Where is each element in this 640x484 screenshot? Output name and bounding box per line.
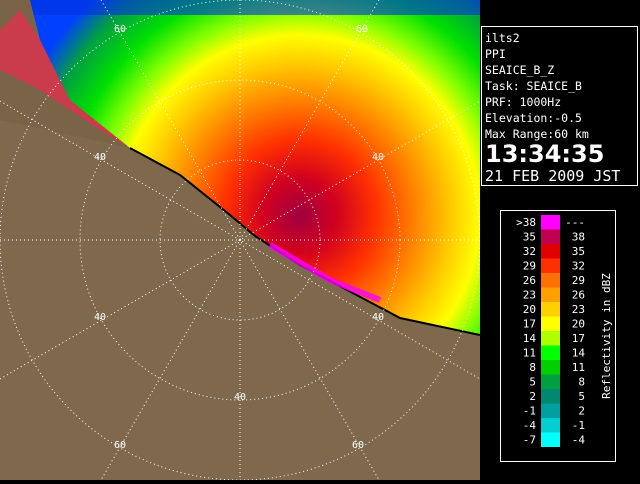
legend-swatch (541, 258, 560, 273)
range-label: 60 (352, 440, 364, 451)
legend-low: -7 (523, 434, 536, 447)
time: 13:34:35 (485, 140, 604, 168)
range-label: 60 (356, 24, 368, 35)
legend-swatch (541, 418, 560, 433)
info-line: SEAICE_B_Z (485, 63, 554, 77)
legend-swatch (541, 229, 560, 244)
legend-low: 17 (523, 318, 536, 331)
legend-swatch (541, 360, 560, 375)
legend-high: 35 (572, 245, 585, 258)
legend-low: 20 (523, 303, 536, 316)
spoke (0, 100, 480, 380)
info-line: PPI (485, 47, 506, 61)
legend-high: 5 (578, 390, 585, 403)
legend-high: 14 (572, 347, 586, 360)
range-label: 40 (372, 312, 384, 323)
legend-swatch (541, 403, 560, 418)
spoke (100, 0, 380, 480)
legend-low: 35 (523, 231, 536, 244)
legend-swatch (541, 287, 560, 302)
legend-low: 29 (523, 260, 536, 273)
legend-low: 26 (523, 274, 536, 287)
legend-low: 32 (523, 245, 536, 258)
legend-high: 23 (572, 303, 585, 316)
legend-swatch (541, 273, 560, 288)
legend-high: 2 (578, 405, 585, 418)
legend-low: 14 (523, 332, 537, 345)
legend-swatch (541, 316, 560, 331)
info-line: PRF: 1000Hz (485, 95, 561, 109)
legend-high: 8 (578, 376, 585, 389)
legend-low: -1 (523, 405, 536, 418)
legend-high: 29 (572, 274, 585, 287)
info-panel (481, 26, 638, 186)
legend-high: -4 (572, 434, 586, 447)
legend-low: -4 (523, 419, 537, 432)
info-line: ilts2 (485, 31, 520, 45)
coastline (129, 147, 480, 336)
range-rings (0, 0, 480, 480)
edge-echo (30, 0, 480, 15)
info-line: Task: SEAICE_B (485, 79, 582, 93)
spoke (0, 100, 480, 380)
range-label: 40 (94, 152, 106, 163)
legend-high: 26 (572, 289, 585, 302)
legend-swatch (541, 244, 560, 259)
range-label: 40 (372, 152, 384, 163)
legend-title: Reflectivity in dBZ (600, 273, 613, 399)
spoke (100, 0, 380, 480)
legend-swatch (541, 374, 560, 389)
legend-swatch (541, 331, 560, 346)
range-label: 60 (114, 24, 126, 35)
info-line: Elevation:-0.5 (485, 111, 582, 125)
legend-swatch (541, 215, 560, 230)
legend-high: 38 (572, 231, 585, 244)
strong-echo (268, 242, 382, 303)
legend-high: 11 (572, 361, 585, 374)
coastal-echo (0, 10, 130, 148)
range-label: 40 (94, 312, 106, 323)
legend-high: 17 (572, 332, 585, 345)
legend-high: -1 (572, 419, 585, 432)
range-label: 40 (234, 392, 246, 403)
legend-swatch (541, 389, 560, 404)
range-label: 60 (114, 440, 126, 451)
legend-swatch (541, 345, 560, 360)
legend-swatch (541, 302, 560, 317)
legend-swatch (541, 432, 560, 447)
date: 21 FEB 2009 JST (485, 167, 620, 185)
legend-low: 5 (529, 376, 536, 389)
legend-low: 23 (523, 289, 536, 302)
legend-low: 11 (523, 347, 536, 360)
legend-high: 32 (572, 260, 585, 273)
legend-low: >38 (516, 216, 536, 229)
legend-high: --- (565, 216, 585, 229)
info-line: Max Range:60 km (485, 127, 589, 141)
legend-low: 2 (529, 390, 536, 403)
legend-high: 20 (572, 318, 585, 331)
legend-low: 8 (529, 361, 536, 374)
radar-image (0, 0, 480, 480)
